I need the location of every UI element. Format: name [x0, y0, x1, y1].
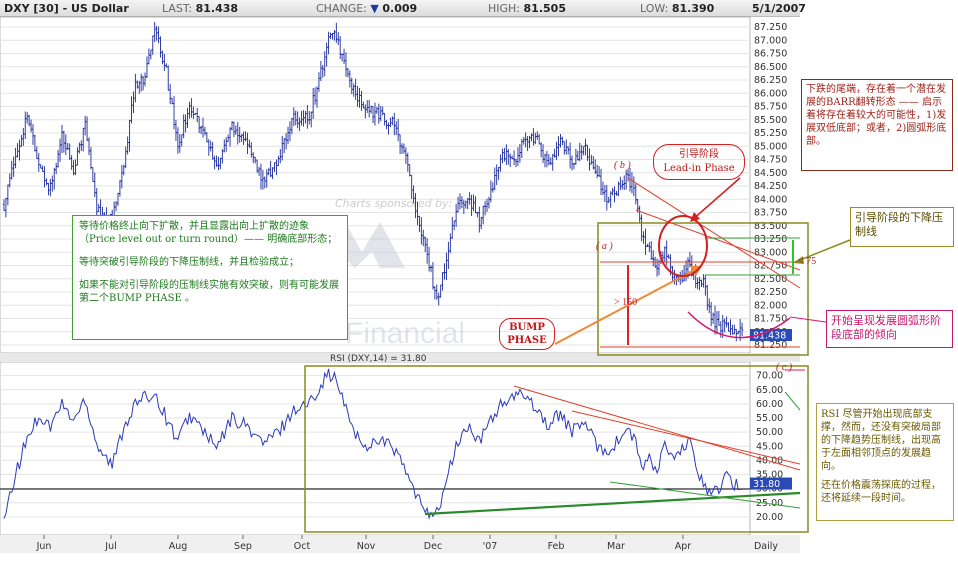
lead-in-phase-callout: 引导阶段 Lead-in Phase: [653, 144, 745, 180]
x-tick-label: Jul: [104, 541, 116, 552]
label-b: ( b ): [614, 160, 631, 171]
note-rsi: RSI 尽管开始出现底部支撑，然而，还没有突破局部的下降趋势压制线，出现高于左面…: [816, 403, 954, 521]
note-right-round: 开始呈现发展圆弧形阶段底部的倾向: [826, 310, 953, 348]
price-tick-label: 82.500: [754, 274, 787, 285]
price-bar: [740, 322, 744, 337]
price-tick-label: 83.750: [754, 208, 787, 219]
price-tick-label: 81.750: [754, 314, 787, 325]
price-tick-label: 82.750: [754, 261, 787, 272]
price-tick-label: 84.500: [754, 168, 787, 179]
note-left-p3: 如果不能对引导阶段的压制线实施有效突破，则有可能发展第二个BUMP PHASE …: [79, 280, 339, 304]
rsi-tick-label: 70.00: [756, 371, 783, 382]
bump-line1: BUMP: [509, 322, 545, 333]
trend-overlays: [304, 177, 851, 533]
high-price: HIGH: 81.505: [488, 2, 566, 15]
change: CHANGE: ▼ 0.009: [316, 2, 418, 15]
lead-in-en: Lead-in Phase: [663, 163, 735, 174]
price-tick-label: 85.500: [754, 115, 787, 126]
last-price-box: 81.438: [750, 329, 792, 342]
x-tick-label: Feb: [548, 541, 565, 552]
note-right-top: 下跌的尾端，存在着一个潜在发展的BARR翻转形态 —— 启示着将存在着较大的可能…: [801, 79, 953, 171]
chart-date: 5/1/2007: [752, 2, 806, 15]
x-tick-label: Jun: [36, 541, 52, 552]
watermark-brand: Financial: [345, 317, 465, 350]
rsi-tick-label: 50.00: [756, 427, 783, 438]
price-tick-label: 84.250: [754, 181, 787, 192]
label-gt150: > 150: [614, 297, 637, 308]
note-left-p2: 等待突破引导阶段的下降压制线，并且检验成立；: [79, 257, 299, 268]
price-tick-label: 84.000: [754, 194, 787, 205]
price-tick-label: 85.000: [754, 141, 787, 152]
watermark-sponsored: Charts sponsored by:: [335, 197, 452, 210]
x-tick-label: '07: [483, 541, 498, 552]
svg-text:31.80: 31.80: [753, 479, 780, 490]
price-tick-label: 86.750: [754, 49, 787, 60]
low-price: LOW: 81.390: [640, 2, 715, 15]
last-rsi-box: 31.80: [750, 477, 792, 490]
lead-in-cn: 引导阶段: [679, 149, 719, 160]
price-tick-label: 87.000: [754, 35, 787, 46]
x-tick-label: Oct: [294, 541, 311, 552]
note-rsi-p2: 还在价格震荡探底的过程，还将延续一段时间。: [821, 480, 941, 504]
x-tick-label: Dec: [424, 541, 442, 552]
label-a: ( a ): [596, 241, 613, 252]
rsi-tick-label: 25.00: [756, 498, 783, 509]
rsi-line: [3, 368, 743, 520]
chart-header: DXY [30] - US Dollar LAST: 81.438 CHANGE…: [0, 0, 806, 17]
price-tick-label: 86.250: [754, 75, 787, 86]
note-right-lead: 引导阶段的下降压制线: [850, 207, 954, 247]
price-tick-label: 85.750: [754, 102, 787, 113]
price-tick-label: 87.250: [754, 22, 787, 33]
x-tick-label: Mar: [607, 541, 625, 552]
rsi-panel: RSI (DXY,14) = 31.80 70.00 65.00 60.00 55.0…: [0, 353, 800, 536]
note-left-p1: 等待价格终止向下扩散，并且显露出向上扩散的迹象（Price level out …: [79, 221, 338, 245]
rsi-tick-label: 20.00: [756, 512, 783, 523]
price-tick-label: 83.500: [754, 221, 787, 232]
x-tick-label: Aug: [169, 541, 188, 552]
rsi-tick-label: 65.00: [756, 385, 783, 396]
svg-text:81.438: 81.438: [753, 331, 786, 342]
bump-line2: PHASE: [507, 335, 547, 346]
price-tick-label: 81.250: [754, 340, 787, 351]
x-tick-label: Nov: [357, 541, 376, 552]
rsi-tick-label: 55.00: [756, 413, 783, 424]
last-price: LAST: 81.438: [162, 2, 239, 15]
price-tick-label: 82.250: [754, 287, 787, 298]
label-c: ( c ): [776, 362, 793, 373]
rsi-tick-label: 45.00: [756, 441, 783, 452]
phase-labels: ( a ) ( b ) ( c ) > 150 < 75: [596, 160, 816, 373]
rsi-title: RSI (DXY,14) = 31.80: [330, 354, 427, 364]
watermark: Charts sponsored by: Financial: [318, 197, 465, 350]
note-left: 等待价格终止向下扩散，并且显露出向上扩散的迹象（Price level out …: [72, 215, 348, 340]
x-tick-label: Apr: [675, 541, 692, 552]
rsi-tick-label: 35.00: [756, 470, 783, 481]
price-tick-label: 86.000: [754, 88, 787, 99]
price-tick-label: 84.750: [754, 155, 787, 166]
price-tick-label: 86.500: [754, 62, 787, 73]
price-bars: [2, 22, 744, 342]
price-tick-label: 82.000: [754, 300, 787, 311]
x-axis: Jun Jul Aug Sep Oct Nov Dec '07 Feb Mar Apr Daily: [0, 535, 800, 553]
price-tick-label: 85.250: [754, 128, 787, 139]
down-arrow-icon: ▼: [370, 2, 379, 15]
x-tick-label: Sep: [234, 541, 252, 552]
note-rsi-p1: RSI 尽管开始出现底部支撑，然而，还没有突破局部的下降趋势压制线，出现高于左面…: [821, 409, 941, 472]
label-lt75: < 75: [798, 256, 816, 267]
price-tick-label: 83.250: [754, 234, 787, 245]
symbol-title: DXY [30] - US Dollar: [4, 2, 129, 15]
price-tick-label: 83.000: [754, 247, 787, 258]
bump-phase-callout: BUMP PHASE: [499, 318, 555, 350]
rsi-tick-label: 60.00: [756, 399, 783, 410]
period-label: Daily: [754, 541, 778, 552]
